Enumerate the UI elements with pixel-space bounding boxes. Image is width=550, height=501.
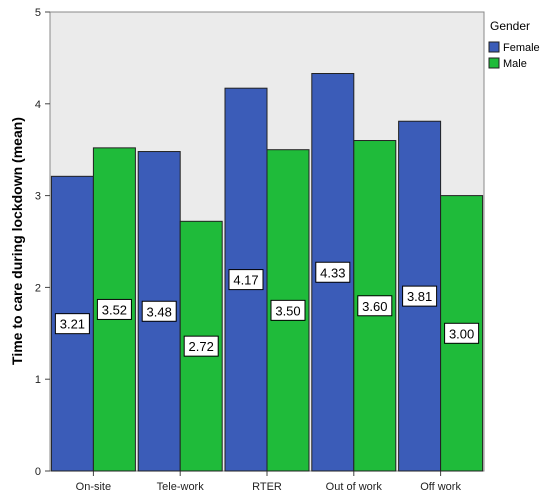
data-label: 3.60 — [362, 299, 387, 314]
data-label: 4.33 — [320, 265, 345, 280]
data-label-box — [315, 261, 351, 283]
data-label-box — [228, 269, 264, 291]
data-label: 4.17 — [233, 273, 258, 288]
data-label-box — [270, 299, 306, 321]
data-label-box — [96, 298, 132, 320]
y-tick-label: 4 — [35, 99, 41, 111]
data-label-box — [141, 300, 177, 322]
data-label-box — [444, 322, 480, 344]
data-label-box — [54, 313, 90, 335]
data-label: 3.48 — [147, 304, 172, 319]
data-label: 2.72 — [189, 339, 214, 354]
data-label-box — [183, 335, 219, 357]
y-tick-label: 5 — [35, 7, 41, 19]
legend-label-male: Male — [503, 58, 527, 70]
data-label: 3.81 — [407, 289, 432, 304]
y-tick-label: 1 — [35, 374, 41, 386]
legend-swatch-female — [488, 41, 500, 53]
legend-swatch-male — [488, 57, 500, 69]
data-label: 3.21 — [60, 317, 85, 332]
data-label-box — [357, 295, 393, 317]
x-tick-label: Tele-work — [157, 481, 205, 493]
x-tick-label: On-site — [76, 481, 111, 493]
legend-label-female: Female — [503, 42, 540, 54]
data-label-box — [402, 285, 438, 307]
y-tick-label: 3 — [35, 191, 41, 203]
x-tick-label: RTER — [252, 481, 282, 493]
x-tick-label: Off work — [420, 481, 461, 493]
data-label: 3.50 — [275, 303, 300, 318]
y-axis-title: Time to care during lockdown (mean) — [9, 117, 25, 365]
y-tick-label: 0 — [35, 466, 41, 478]
legend: Gender Female Male — [488, 19, 540, 70]
data-label: 3.52 — [102, 302, 127, 317]
x-tick-label: Out of work — [326, 481, 383, 493]
x-axis: On-site Tele-work RTER Out of work Off work — [76, 471, 461, 493]
legend-title: Gender — [490, 19, 530, 33]
data-labels: 3.21 3.52 3.48 2.72 4.17 3.50 4.33 3.60 3.81 3.00 — [54, 261, 480, 357]
data-label: 3.00 — [449, 326, 474, 341]
y-tick-label: 2 — [35, 282, 41, 294]
y-axis: 0 1 2 3 4 5 — [35, 7, 50, 478]
